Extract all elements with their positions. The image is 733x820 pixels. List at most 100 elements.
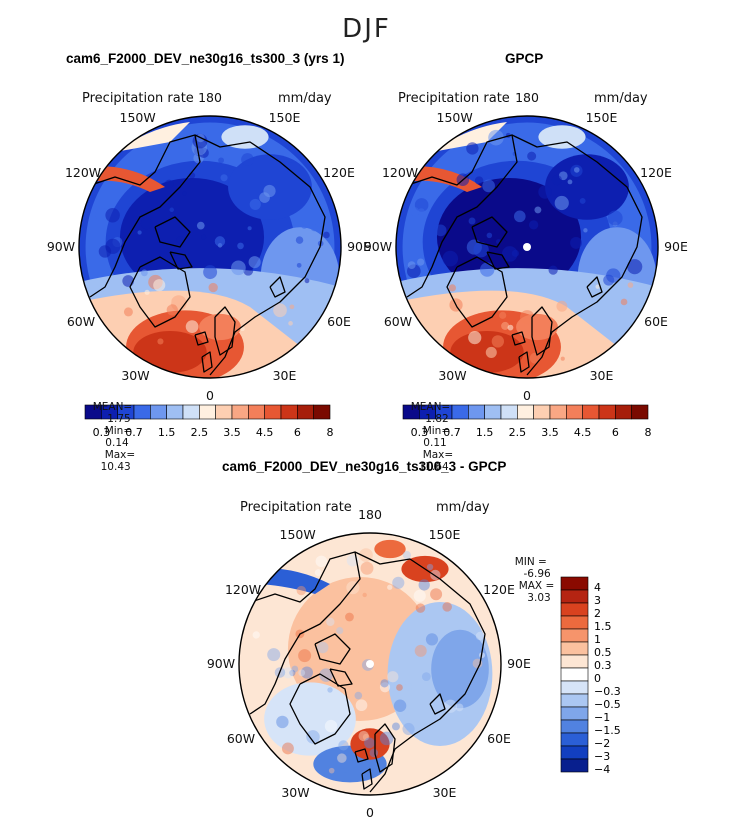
panel-title-obs: GPCP	[505, 51, 544, 66]
colorbar-cell	[560, 719, 589, 734]
precip-patch	[511, 249, 520, 257]
coastline	[446, 256, 508, 328]
bias-patch	[269, 704, 274, 709]
precip-patch	[567, 179, 573, 185]
longitude-label: 60E	[327, 313, 351, 329]
coastline	[354, 551, 486, 793]
longitude-label: 30E	[272, 368, 297, 384]
bias-patch	[326, 617, 335, 627]
polar-map-1	[396, 116, 658, 378]
bias-patch	[379, 731, 394, 746]
colorbar-cell	[468, 404, 485, 420]
longitude-label: 90W	[363, 239, 393, 254]
colorbar-cell	[560, 654, 589, 669]
bias-patch	[252, 631, 260, 639]
colorbar-cell	[517, 404, 534, 420]
panel-title-diff: cam6_F2000_DEV_ne30g16_ts300_3 - GPCP	[222, 459, 507, 474]
precip-patch	[548, 265, 558, 275]
bias-patch	[413, 589, 426, 602]
bias-patch	[425, 633, 439, 646]
colorbar-tick-label: 0.7	[443, 426, 461, 439]
stats-obs: MEAN= 1.82 Min= 0.11 Max= 11.64	[404, 389, 454, 473]
stats-diff: MIN = -6.96 MAX = 3.03	[508, 544, 555, 604]
colorbar-tick-label: 6	[611, 426, 619, 439]
colorbar-cell	[166, 404, 184, 420]
max-label: Max=	[422, 449, 454, 461]
precip-patch	[296, 262, 302, 268]
eurasia-dry-core	[431, 629, 489, 709]
precip-patch	[473, 241, 489, 258]
colorbar-cell	[560, 615, 589, 630]
colorbar-cell	[484, 404, 502, 420]
colorbar-tick-label: −1	[594, 711, 611, 724]
longitude-label: 150W	[436, 109, 473, 125]
precip-patch	[488, 129, 504, 146]
bias-patch	[319, 668, 333, 682]
precip-patch	[491, 335, 505, 348]
longitude-label: 150W	[119, 109, 156, 125]
bias-patch	[442, 602, 452, 612]
precip-patch	[273, 303, 287, 318]
colorbar-cell	[631, 404, 649, 420]
precip-patch	[627, 282, 634, 288]
bias-patch	[475, 631, 485, 641]
precip-patch	[417, 208, 425, 216]
coastline	[586, 276, 603, 298]
bias-patch	[355, 699, 368, 712]
colorbar-tick-label: 1.5	[157, 426, 176, 439]
bias-patch	[392, 576, 405, 589]
precip-patch	[287, 161, 301, 176]
bering-wet	[374, 539, 406, 559]
longitude-label: 30W	[121, 368, 150, 384]
precip-patch	[627, 259, 643, 275]
colorbar-cell	[549, 404, 567, 420]
coastline	[486, 251, 510, 270]
precip-patch	[513, 210, 526, 223]
precip-patch	[606, 268, 621, 283]
bias-patch	[418, 579, 430, 591]
precip-patch	[301, 222, 308, 229]
precip-patch	[295, 236, 304, 244]
colorbar-cell	[560, 732, 589, 747]
north-atlantic-core	[133, 331, 207, 373]
longitude-label: 120E	[640, 164, 672, 180]
max-value: 3.03	[527, 592, 551, 604]
bias-patch	[354, 541, 367, 553]
precip-patch	[161, 296, 172, 307]
bias-patch	[281, 742, 294, 755]
colorbar-cell	[297, 404, 314, 420]
colorbar-tick-label: 4.5	[255, 426, 274, 439]
arctic-dry-core	[119, 178, 265, 296]
precip-patch	[288, 321, 293, 326]
precip-patch	[538, 185, 552, 199]
precip-patch	[182, 191, 187, 196]
coastline	[244, 551, 361, 715]
colorbar-cell	[566, 404, 583, 420]
precip-patch	[520, 310, 535, 325]
colorbar-cell	[582, 404, 600, 420]
bias-patch	[360, 561, 374, 575]
max-value: 10.43	[100, 461, 131, 473]
precip-patch	[310, 224, 318, 232]
max-label: MAX =	[518, 580, 555, 592]
precip-patch	[237, 242, 244, 250]
precip-patch	[485, 346, 497, 358]
colorbar-cell	[560, 693, 589, 708]
bias-patch	[421, 672, 431, 682]
colorbar-cell	[451, 404, 469, 420]
coastline	[471, 216, 508, 248]
longitude-label: 90W	[46, 239, 76, 254]
bias-patch	[324, 719, 338, 733]
coastline	[361, 768, 373, 790]
panel-title-model: cam6_F2000_DEV_ne30g16_ts300_3 (yrs 1)	[66, 51, 345, 66]
longitude-label: 120W	[224, 581, 262, 597]
atlantic-dry	[264, 682, 356, 756]
bias-patch	[296, 585, 306, 596]
precip-patch	[137, 230, 142, 235]
precip-patch	[203, 265, 218, 280]
longitude-label: 120W	[381, 164, 419, 180]
longitude-label: 180	[515, 90, 539, 105]
longitude-label: 60W	[66, 313, 96, 329]
mean-label: MEAN=	[92, 401, 133, 413]
colorbar-tick-label: 1.5	[594, 620, 612, 633]
